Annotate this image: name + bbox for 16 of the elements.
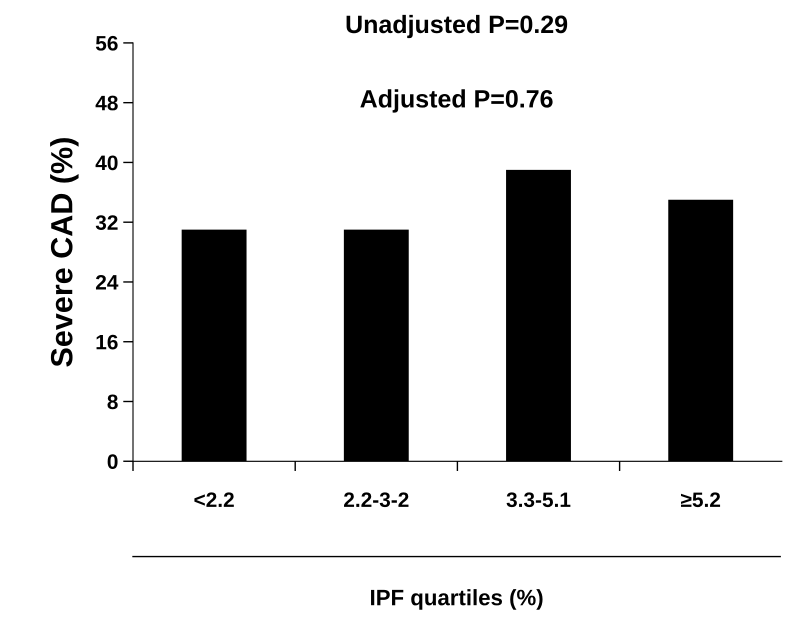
y-tick-label: 8: [107, 394, 118, 410]
x-tick-label: <2.2: [194, 492, 234, 507]
x-tick-label: ≥5.2: [681, 492, 720, 508]
x-tick-label: 2.2-3-2: [344, 492, 408, 508]
y-axis-title: Severe CAD (%): [50, 138, 79, 367]
y-tick-label: 56: [96, 36, 118, 51]
y-tick-label: 24: [96, 274, 118, 290]
x-tick-label: 3.3-5.1: [506, 492, 570, 508]
x-axis-title: IPF quartiles (%): [371, 589, 543, 610]
y-tick-label: 16: [96, 334, 118, 350]
y-tick-label: 40: [96, 155, 118, 170]
text: Unadjusted P=0.29: [346, 14, 568, 38]
y-tick-label: 0: [108, 454, 118, 470]
y-tick-label: 48: [96, 96, 118, 110]
y-tick-label: 32: [96, 215, 118, 230]
annotation: Adjusted P=0.76: [360, 89, 553, 113]
